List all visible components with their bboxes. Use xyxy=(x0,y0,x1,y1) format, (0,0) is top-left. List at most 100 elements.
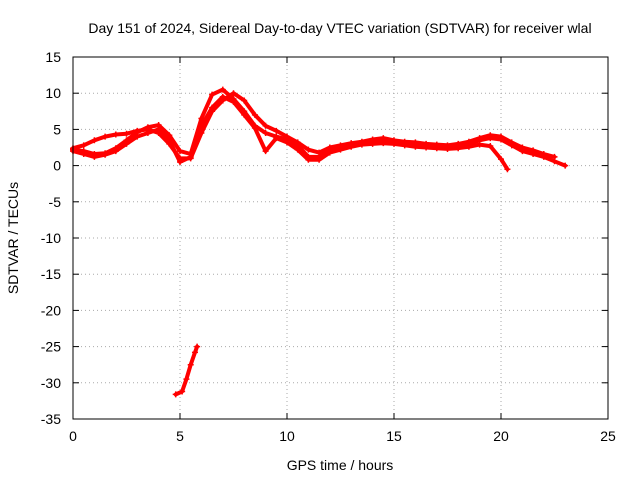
y-tick-label: 0 xyxy=(53,158,61,174)
y-tick-label: -35 xyxy=(41,411,61,427)
x-tick-label: 10 xyxy=(279,428,295,444)
data-point xyxy=(369,140,376,147)
data-point xyxy=(519,144,526,151)
data-point xyxy=(380,135,387,142)
data-point xyxy=(80,151,87,158)
data-point xyxy=(476,141,483,148)
data-point xyxy=(194,343,201,350)
data-point xyxy=(191,349,198,356)
data-point xyxy=(91,137,98,144)
data-point xyxy=(198,122,205,129)
x-axis-label: GPS time / hours xyxy=(287,457,394,473)
data-point xyxy=(444,145,451,152)
data-point xyxy=(144,130,151,137)
data-point xyxy=(476,135,483,142)
data-point xyxy=(219,86,226,93)
y-tick-label: -10 xyxy=(41,230,61,246)
data-point xyxy=(348,143,355,150)
chart-title: Day 151 of 2024, Sidereal Day-to-day VTE… xyxy=(88,20,591,36)
data-point xyxy=(530,147,537,154)
data-point xyxy=(187,153,194,160)
data-point xyxy=(305,156,312,163)
data-point xyxy=(433,145,440,152)
data-point xyxy=(273,127,280,134)
data-point xyxy=(251,111,258,118)
data-point xyxy=(337,146,344,153)
data-point xyxy=(465,143,472,150)
x-tick-label: 5 xyxy=(176,428,184,444)
data-point xyxy=(209,91,216,98)
data-point xyxy=(262,148,269,155)
data-point xyxy=(273,135,280,142)
data-point xyxy=(209,104,216,111)
data-point xyxy=(294,139,301,146)
data-point xyxy=(465,138,472,145)
data-point xyxy=(166,132,173,139)
data-point xyxy=(380,140,387,147)
x-tick-label: 25 xyxy=(600,428,616,444)
data-point xyxy=(487,132,494,139)
data-point xyxy=(112,131,119,138)
data-point xyxy=(219,93,226,100)
data-point xyxy=(326,149,333,156)
data-point xyxy=(508,139,515,146)
y-axis-label: SDTVAR / TECUs xyxy=(5,182,21,294)
data-point xyxy=(423,144,430,151)
data-point xyxy=(80,142,87,149)
data-point xyxy=(102,133,109,140)
data-point xyxy=(284,139,290,146)
data-point xyxy=(262,122,269,129)
data-point xyxy=(358,141,365,148)
data-point xyxy=(562,162,569,169)
data-point xyxy=(134,133,141,140)
ticks: 0 5 10 15 20 25 15 10 5 0 -5 -10 -15 -20 -25 -30 -35 xyxy=(41,49,616,444)
data-point xyxy=(112,148,119,155)
y-tick-label: -30 xyxy=(41,375,61,391)
data-point xyxy=(166,137,173,144)
data-point xyxy=(401,142,408,149)
data-point xyxy=(316,156,323,163)
y-tick-label: -20 xyxy=(41,302,61,318)
x-tick-label: 15 xyxy=(386,428,402,444)
data-point xyxy=(294,146,301,153)
y-tick-label: 10 xyxy=(45,85,61,101)
series-line-track-b xyxy=(71,91,557,161)
grid xyxy=(73,57,608,419)
data-point xyxy=(155,126,162,133)
data-point xyxy=(177,158,183,165)
data-point xyxy=(305,146,312,153)
data-point xyxy=(187,361,194,368)
series-group xyxy=(70,86,569,398)
data-point xyxy=(241,111,248,118)
data-point xyxy=(183,376,190,383)
data-point xyxy=(498,156,504,163)
data-point xyxy=(91,153,98,160)
data-point xyxy=(498,133,504,140)
y-tick-label: -5 xyxy=(49,194,62,210)
data-point xyxy=(241,97,248,104)
y-tick-label: 15 xyxy=(45,49,61,65)
y-tick-label: -15 xyxy=(41,266,61,282)
data-point xyxy=(230,98,237,105)
data-point xyxy=(251,124,258,131)
data-point xyxy=(504,166,511,173)
data-point xyxy=(326,144,333,151)
x-tick-label: 0 xyxy=(69,428,77,444)
data-point xyxy=(412,143,419,150)
data-point xyxy=(455,145,462,152)
data-point xyxy=(391,140,397,147)
data-point xyxy=(316,149,323,156)
data-point xyxy=(177,148,183,155)
data-point xyxy=(230,90,237,97)
data-point xyxy=(284,133,290,140)
y-tick-label: -25 xyxy=(41,339,61,355)
data-point xyxy=(123,140,130,147)
data-point xyxy=(179,388,186,395)
data-point xyxy=(551,153,558,160)
data-point xyxy=(102,151,109,158)
data-point xyxy=(172,391,179,398)
data-point xyxy=(487,143,494,150)
data-point xyxy=(262,130,269,137)
x-tick-label: 20 xyxy=(493,428,509,444)
